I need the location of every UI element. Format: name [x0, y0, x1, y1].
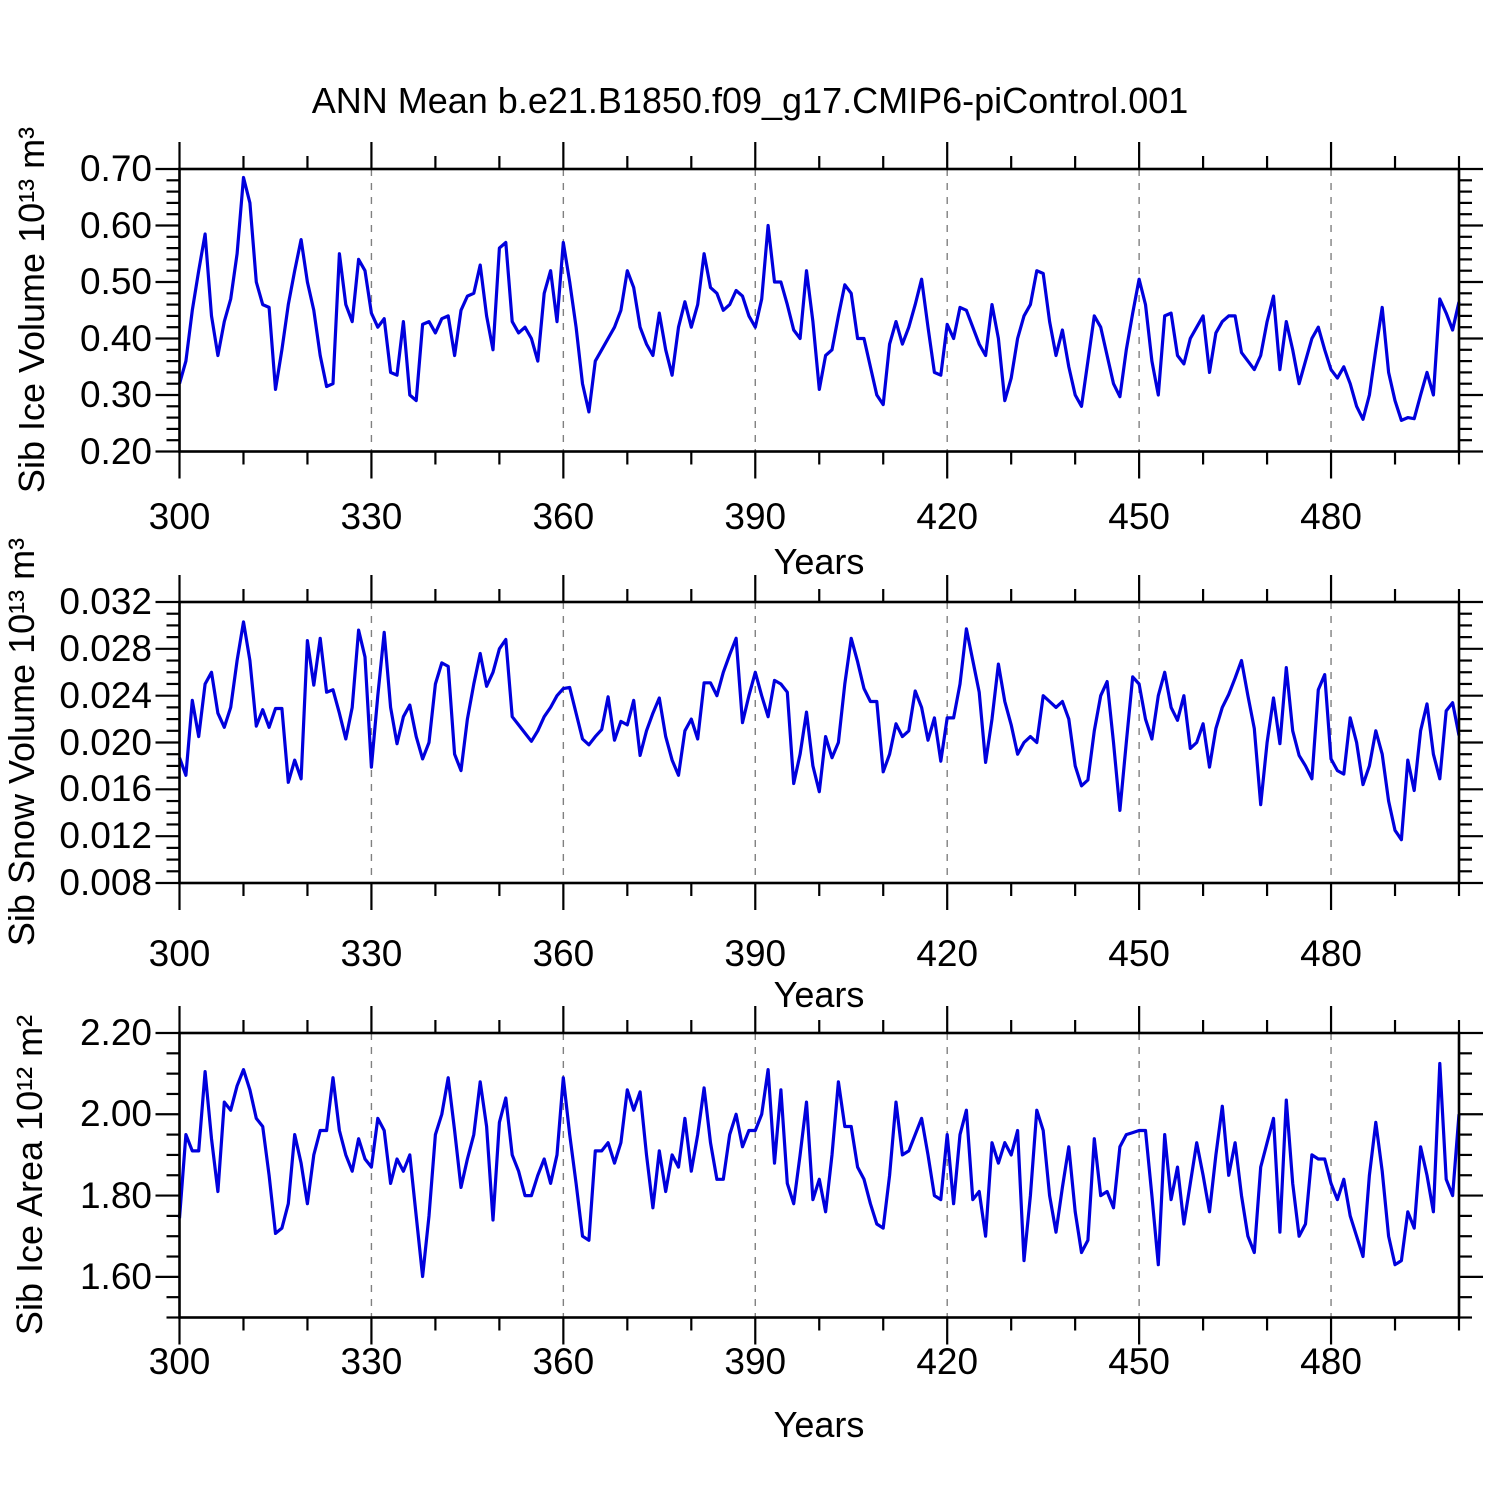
- tick-label-x: 330: [340, 933, 403, 974]
- tick-label-y: 0.40: [79, 317, 152, 359]
- tick-label-x: 480: [1300, 933, 1362, 974]
- tick-label-x: 360: [532, 1341, 595, 1382]
- tick-label-y: 0.028: [59, 627, 152, 669]
- x-axis-label-panel3: Years: [773, 1404, 865, 1445]
- tick-label-y: 2.20: [79, 1012, 152, 1053]
- tick-label-x: 300: [148, 1341, 211, 1382]
- x-axis-label-panel2: Years: [773, 974, 865, 1015]
- tick-label-x: 420: [916, 496, 979, 537]
- tick-label-x: 450: [1108, 933, 1170, 974]
- tick-label-y: 0.016: [59, 768, 152, 810]
- tick-label-y: 0.60: [79, 204, 152, 246]
- tick-label-x: 420: [916, 1341, 979, 1382]
- tick-label-x: 420: [916, 933, 979, 974]
- tick-label-x: 360: [532, 933, 595, 974]
- tick-label-y: 0.20: [79, 430, 152, 472]
- tick-label-y: 0.30: [79, 374, 152, 415]
- tick-label-x: 390: [724, 496, 787, 537]
- tick-label-x: 480: [1300, 496, 1362, 537]
- tick-label-x: 300: [148, 496, 211, 537]
- tick-label-y: 0.008: [59, 862, 152, 903]
- tick-label-x: 300: [148, 933, 211, 974]
- tick-label-x: 330: [340, 496, 403, 537]
- tick-label-y: 0.012: [59, 815, 152, 857]
- tick-label-y: 0.032: [59, 581, 152, 622]
- tick-label-y: 0.50: [79, 261, 152, 302]
- tick-label-x: 450: [1108, 496, 1170, 537]
- tick-label-x: 480: [1300, 1341, 1362, 1382]
- tick-label-y: 1.80: [79, 1174, 152, 1216]
- x-axis-label-panel1: Years: [773, 541, 865, 582]
- tick-label-x: 390: [724, 933, 787, 974]
- tick-label-y: 1.60: [79, 1255, 152, 1297]
- tick-label-x: 450: [1108, 1341, 1170, 1382]
- series-line-sib-snow-volume: [177, 620, 1461, 842]
- tick-label-x: 330: [340, 1341, 403, 1382]
- tick-label-y: 0.70: [79, 148, 152, 189]
- tick-label-x: 390: [724, 1341, 787, 1382]
- panel-sib-ice-volume: [155, 142, 1483, 479]
- panel-sib-snow-volume: [155, 575, 1483, 910]
- tick-label-y: 2.00: [79, 1093, 152, 1135]
- chart-title: ANN Mean b.e21.B1850.f09_g17.CMIP6-piCon…: [311, 80, 1189, 121]
- series-line-sib-ice-area: [177, 1061, 1461, 1279]
- tick-label-x: 360: [532, 496, 595, 537]
- tick-label-y: 0.024: [59, 674, 152, 716]
- panel-sib-ice-area: [155, 1006, 1483, 1345]
- series-line-sib-ice-volume: [177, 175, 1461, 422]
- tick-label-y: 0.020: [59, 721, 152, 763]
